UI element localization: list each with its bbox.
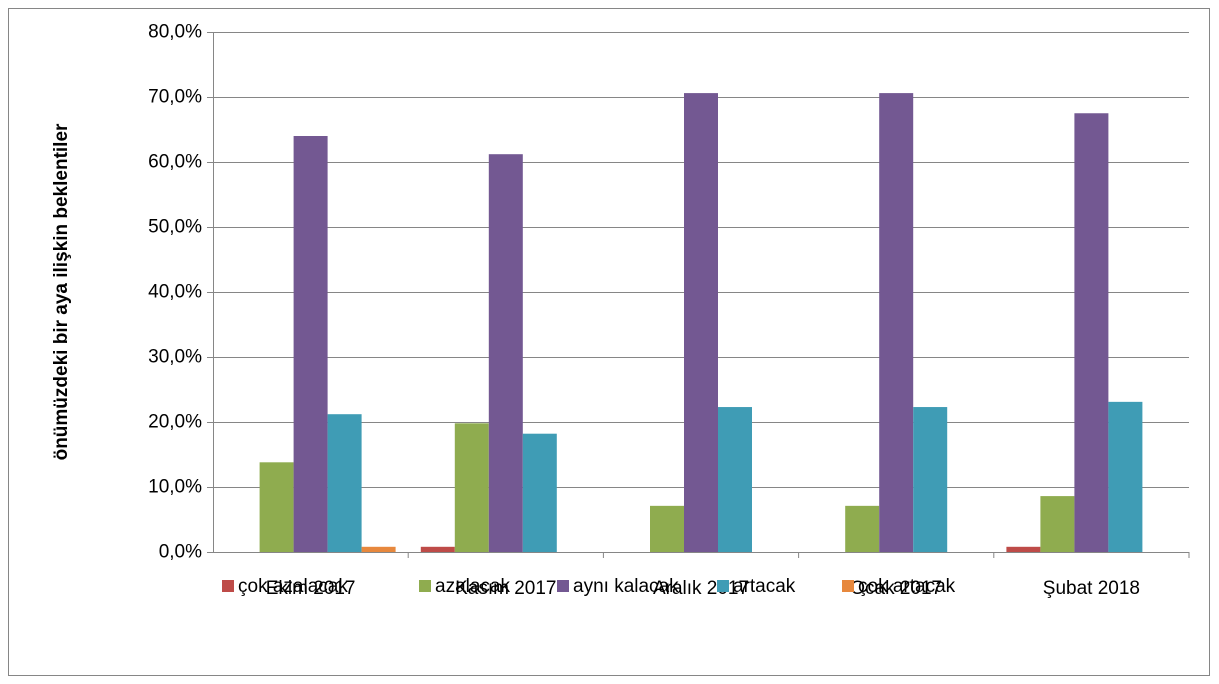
bar (1108, 401, 1143, 552)
y-tick-label: 0,0% (159, 542, 202, 563)
legend-label: artacak (733, 576, 796, 597)
legend-swatch (557, 580, 569, 592)
y-tick-label: 60,0% (148, 152, 202, 173)
x-tick-label: Şubat 2018 (1043, 578, 1140, 599)
bar (259, 462, 294, 552)
y-tick-label: 80,0% (148, 22, 202, 43)
bar (293, 136, 328, 552)
y-tick-label: 40,0% (148, 282, 202, 303)
bar (684, 93, 718, 552)
y-axis-title: önümüzdeki bir aya ilişkin beklentiler (51, 123, 72, 460)
bar (454, 423, 489, 552)
bar (522, 433, 557, 552)
bar (879, 93, 914, 552)
bar (845, 505, 880, 552)
y-tick-label: 10,0% (148, 477, 202, 498)
bar (1074, 113, 1109, 552)
bar (488, 154, 523, 552)
bar (913, 407, 948, 552)
y-tick-label: 30,0% (148, 347, 202, 368)
y-tick-label: 20,0% (148, 412, 202, 433)
legend-swatch (842, 580, 854, 592)
legend-swatch (717, 580, 729, 592)
bar (718, 407, 752, 552)
x-tick-label: Ocak 2017 (850, 578, 942, 599)
bar (1006, 546, 1041, 552)
legend-label: azalacak (435, 576, 510, 597)
y-tick-label: 70,0% (148, 87, 202, 108)
bar (420, 546, 455, 552)
bar (361, 546, 396, 552)
chart-border (8, 8, 1210, 676)
legend-label: aynı kalacak (573, 576, 679, 597)
x-tick-label: Kasım 2017 (455, 578, 556, 599)
bar (650, 505, 684, 552)
bar (327, 414, 362, 552)
bar (1040, 496, 1075, 552)
legend-label: çok artacak (858, 576, 956, 597)
legend-label: çok azalacak (238, 576, 348, 597)
x-tick-label: Ekim 2017 (266, 578, 356, 599)
legend-swatch (419, 580, 431, 592)
y-tick-label: 50,0% (148, 217, 202, 238)
legend-swatch (222, 580, 234, 592)
